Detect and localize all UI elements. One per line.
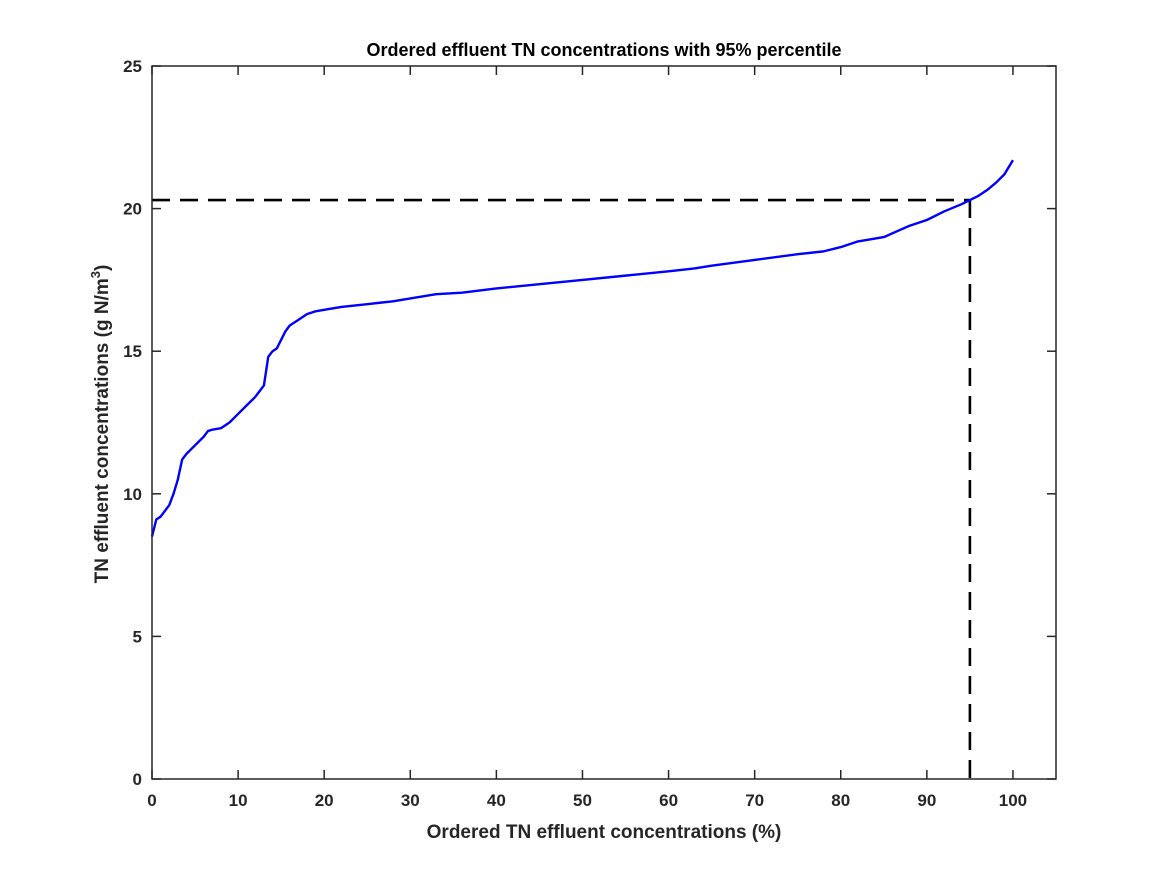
y-tick-label: 15	[123, 342, 142, 361]
x-tick-label: 0	[147, 791, 156, 810]
series-line	[150, 159, 1014, 537]
y-axis-title-main: TN effluent concentrations (g N/m	[92, 278, 113, 583]
y-tick-label: 0	[133, 770, 142, 789]
y-tick-label: 25	[123, 57, 142, 76]
x-tick-label: 40	[487, 791, 506, 810]
x-tick-label: 80	[831, 791, 850, 810]
plot-background	[152, 66, 1056, 779]
chart-title: Ordered effluent TN concentrations with …	[366, 40, 841, 60]
x-tick-label: 90	[917, 791, 936, 810]
x-tick-labels: 0 10 20 30 40 50 60 70 80 90 100	[147, 791, 1027, 810]
y-tick-label: 5	[133, 627, 142, 646]
x-tick-label: 50	[573, 791, 592, 810]
plot-frame	[151, 65, 1057, 780]
x-tick-label: 30	[401, 791, 420, 810]
y-tick-labels: 0 5 10 15 20 25	[123, 57, 142, 789]
y-axis-title-superscript: 3	[88, 271, 103, 278]
y-axis-title-close: )	[92, 265, 113, 271]
x-tick-label: 100	[999, 791, 1027, 810]
x-tick-label: 20	[315, 791, 334, 810]
y-axis-title: TN effluent concentrations (g N/m3)	[88, 265, 113, 584]
percentile-lines	[152, 198, 972, 779]
x-tick-label: 10	[229, 791, 248, 810]
y-tick-label: 20	[123, 200, 142, 219]
x-axis-title: Ordered TN effluent concentrations (%)	[427, 822, 782, 843]
x-tick-label: 60	[659, 791, 678, 810]
x-tick-label: 70	[745, 791, 764, 810]
y-tick-label: 10	[123, 485, 142, 504]
